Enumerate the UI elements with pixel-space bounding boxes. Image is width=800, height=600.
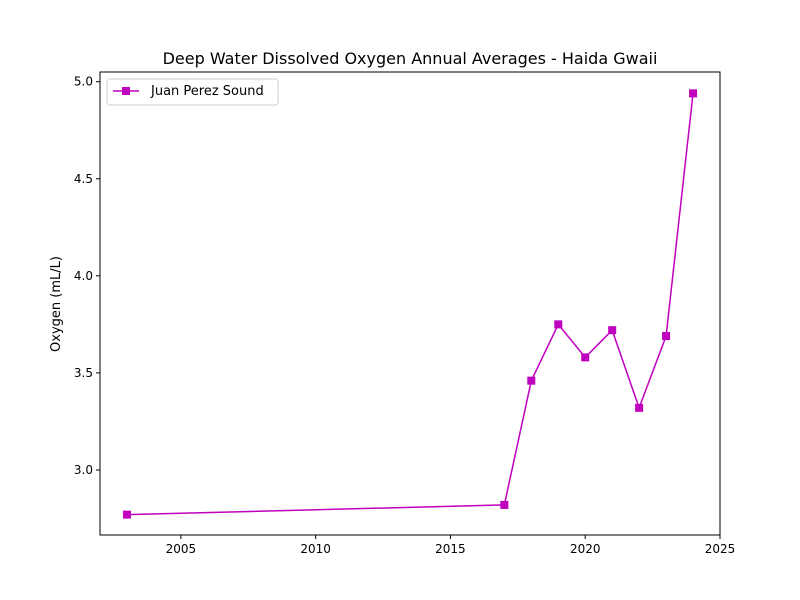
data-point: [635, 403, 644, 412]
x-tick-label: 2010: [300, 542, 331, 556]
series-line: [126, 93, 694, 516]
data-point: [554, 320, 563, 329]
data-point: [689, 89, 698, 98]
plot-frame: [99, 71, 721, 536]
y-tick-label: 4.0: [74, 269, 93, 283]
data-point: [122, 510, 131, 519]
x-tick-label: 2020: [570, 542, 601, 556]
y-tick-label: 5.0: [74, 75, 93, 89]
data-point: [527, 376, 536, 385]
x-tick-label: 2015: [435, 542, 466, 556]
y-tick-label: 4.5: [74, 172, 93, 186]
legend-box: [106, 78, 279, 106]
legend-label: Juan Perez Sound: [150, 84, 264, 99]
data-point: [608, 326, 617, 335]
legend: Juan Perez Sound: [106, 78, 279, 106]
y-tick-label: 3.5: [74, 366, 93, 380]
chart-title: Deep Water Dissolved Oxygen Annual Avera…: [163, 49, 658, 68]
plot-area: 2005 2010 2015 2020 2025 3.0 3.5 4.0 4.5 5.0: [74, 75, 735, 556]
x-tick-label: 2005: [166, 542, 197, 556]
data-point: [500, 500, 509, 509]
y-tick-label: 3.0: [74, 463, 93, 477]
y-axis-label: Oxygen (mL/L): [49, 256, 64, 352]
data-point: [662, 332, 671, 341]
x-tick-label: 2025: [705, 542, 736, 556]
legend-marker-square: [122, 87, 130, 95]
data-point: [581, 353, 590, 362]
